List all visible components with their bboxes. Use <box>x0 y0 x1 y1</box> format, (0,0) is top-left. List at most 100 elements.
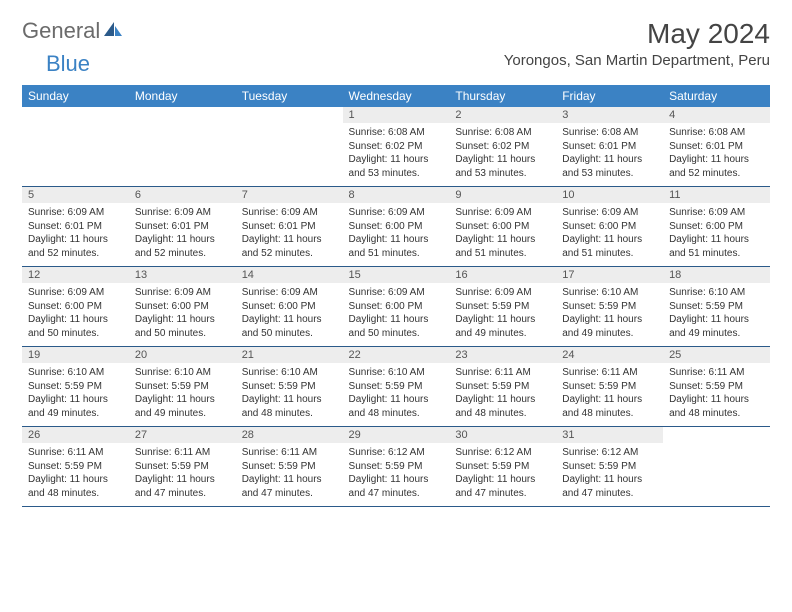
calendar-head: SundayMondayTuesdayWednesdayThursdayFrid… <box>22 85 770 107</box>
daylight-line: Daylight: 11 hours and 49 minutes. <box>455 313 550 340</box>
day-details-cell: Sunrise: 6:09 AMSunset: 6:00 PMDaylight:… <box>449 203 556 267</box>
day-details-cell: Sunrise: 6:10 AMSunset: 5:59 PMDaylight:… <box>556 283 663 347</box>
sunrise-line: Sunrise: 6:09 AM <box>135 206 230 220</box>
sunset-line: Sunset: 6:00 PM <box>242 300 337 314</box>
day-details-cell: Sunrise: 6:11 AMSunset: 5:59 PMDaylight:… <box>663 363 770 427</box>
daylight-line: Daylight: 11 hours and 47 minutes. <box>349 473 444 500</box>
day-number: 17 <box>556 267 663 283</box>
day-details-cell: Sunrise: 6:08 AMSunset: 6:01 PMDaylight:… <box>556 123 663 187</box>
sunset-line: Sunset: 6:01 PM <box>669 140 764 154</box>
day-details-cell: Sunrise: 6:12 AMSunset: 5:59 PMDaylight:… <box>343 443 450 507</box>
day-details-cell: Sunrise: 6:09 AMSunset: 6:01 PMDaylight:… <box>236 203 343 267</box>
daylight-line: Daylight: 11 hours and 52 minutes. <box>669 153 764 180</box>
day-details-cell <box>236 123 343 187</box>
daylight-line: Daylight: 11 hours and 47 minutes. <box>562 473 657 500</box>
week-daynum-row: 19202122232425 <box>22 347 770 364</box>
day-number: 8 <box>343 187 450 203</box>
daylight-line: Daylight: 11 hours and 50 minutes. <box>28 313 123 340</box>
daylight-line: Daylight: 11 hours and 51 minutes. <box>669 233 764 260</box>
day-number-cell: 11 <box>663 187 770 204</box>
day-number: 21 <box>236 347 343 363</box>
day-number-cell <box>663 427 770 444</box>
day-header-row: SundayMondayTuesdayWednesdayThursdayFrid… <box>22 85 770 107</box>
sunset-line: Sunset: 6:00 PM <box>349 220 444 234</box>
day-number-cell: 22 <box>343 347 450 364</box>
day-number: 20 <box>129 347 236 363</box>
day-number-cell: 30 <box>449 427 556 444</box>
day-number: 18 <box>663 267 770 283</box>
sunrise-line: Sunrise: 6:09 AM <box>562 206 657 220</box>
sunset-line: Sunset: 6:01 PM <box>135 220 230 234</box>
day-number-cell: 3 <box>556 107 663 123</box>
day-number: 16 <box>449 267 556 283</box>
day-details-cell: Sunrise: 6:09 AMSunset: 6:01 PMDaylight:… <box>22 203 129 267</box>
day-number: 13 <box>129 267 236 283</box>
sunrise-line: Sunrise: 6:09 AM <box>135 286 230 300</box>
day-number: 28 <box>236 427 343 443</box>
daylight-line: Daylight: 11 hours and 48 minutes. <box>349 393 444 420</box>
daylight-line: Daylight: 11 hours and 50 minutes. <box>349 313 444 340</box>
daylight-line: Daylight: 11 hours and 50 minutes. <box>242 313 337 340</box>
calendar-table: SundayMondayTuesdayWednesdayThursdayFrid… <box>22 85 770 507</box>
daylight-line: Daylight: 11 hours and 53 minutes. <box>349 153 444 180</box>
week-details-row: Sunrise: 6:09 AMSunset: 6:00 PMDaylight:… <box>22 283 770 347</box>
day-number-cell: 9 <box>449 187 556 204</box>
day-number: 26 <box>22 427 129 443</box>
day-number-cell: 15 <box>343 267 450 284</box>
day-number-cell <box>236 107 343 123</box>
daylight-line: Daylight: 11 hours and 52 minutes. <box>135 233 230 260</box>
day-number-cell: 6 <box>129 187 236 204</box>
sunset-line: Sunset: 6:00 PM <box>562 220 657 234</box>
day-number-cell: 16 <box>449 267 556 284</box>
day-details-cell: Sunrise: 6:09 AMSunset: 6:00 PMDaylight:… <box>22 283 129 347</box>
sunrise-line: Sunrise: 6:08 AM <box>562 126 657 140</box>
day-details-cell: Sunrise: 6:10 AMSunset: 5:59 PMDaylight:… <box>129 363 236 427</box>
day-number: 14 <box>236 267 343 283</box>
daylight-line: Daylight: 11 hours and 49 minutes. <box>562 313 657 340</box>
sunset-line: Sunset: 6:00 PM <box>135 300 230 314</box>
day-number-cell <box>22 107 129 123</box>
day-details-cell: Sunrise: 6:08 AMSunset: 6:01 PMDaylight:… <box>663 123 770 187</box>
sunrise-line: Sunrise: 6:12 AM <box>562 446 657 460</box>
sunrise-line: Sunrise: 6:10 AM <box>242 366 337 380</box>
day-details-cell: Sunrise: 6:10 AMSunset: 5:59 PMDaylight:… <box>663 283 770 347</box>
logo-sail-icon <box>102 18 124 44</box>
day-number-cell: 31 <box>556 427 663 444</box>
sunset-line: Sunset: 5:59 PM <box>455 380 550 394</box>
sunset-line: Sunset: 5:59 PM <box>242 460 337 474</box>
week-details-row: Sunrise: 6:09 AMSunset: 6:01 PMDaylight:… <box>22 203 770 267</box>
day-details-cell <box>663 443 770 507</box>
day-details-cell: Sunrise: 6:11 AMSunset: 5:59 PMDaylight:… <box>236 443 343 507</box>
sunset-line: Sunset: 5:59 PM <box>455 460 550 474</box>
day-number: 2 <box>449 107 556 123</box>
title-block: May 2024 Yorongos, San Martin Department… <box>504 18 770 69</box>
sunrise-line: Sunrise: 6:11 AM <box>562 366 657 380</box>
sunset-line: Sunset: 5:59 PM <box>28 380 123 394</box>
day-number-cell: 23 <box>449 347 556 364</box>
day-details-cell: Sunrise: 6:11 AMSunset: 5:59 PMDaylight:… <box>556 363 663 427</box>
daylight-line: Daylight: 11 hours and 53 minutes. <box>562 153 657 180</box>
sunrise-line: Sunrise: 6:10 AM <box>135 366 230 380</box>
month-title: May 2024 <box>504 18 770 50</box>
day-details-cell: Sunrise: 6:09 AMSunset: 6:01 PMDaylight:… <box>129 203 236 267</box>
day-details-cell: Sunrise: 6:12 AMSunset: 5:59 PMDaylight:… <box>449 443 556 507</box>
sunrise-line: Sunrise: 6:09 AM <box>455 206 550 220</box>
day-number-cell: 20 <box>129 347 236 364</box>
day-number-cell: 24 <box>556 347 663 364</box>
week-details-row: Sunrise: 6:08 AMSunset: 6:02 PMDaylight:… <box>22 123 770 187</box>
daylight-line: Daylight: 11 hours and 49 minutes. <box>669 313 764 340</box>
sunrise-line: Sunrise: 6:12 AM <box>349 446 444 460</box>
day-number-cell: 5 <box>22 187 129 204</box>
day-header: Wednesday <box>343 85 450 107</box>
sunset-line: Sunset: 6:01 PM <box>242 220 337 234</box>
logo-text-1: General <box>22 18 100 44</box>
week-details-row: Sunrise: 6:11 AMSunset: 5:59 PMDaylight:… <box>22 443 770 507</box>
day-number-cell: 27 <box>129 427 236 444</box>
day-details-cell <box>22 123 129 187</box>
day-number: 3 <box>556 107 663 123</box>
location: Yorongos, San Martin Department, Peru <box>504 52 770 69</box>
sunrise-line: Sunrise: 6:09 AM <box>349 286 444 300</box>
day-details-cell: Sunrise: 6:08 AMSunset: 6:02 PMDaylight:… <box>343 123 450 187</box>
day-number: 10 <box>556 187 663 203</box>
day-details-cell: Sunrise: 6:09 AMSunset: 6:00 PMDaylight:… <box>343 203 450 267</box>
